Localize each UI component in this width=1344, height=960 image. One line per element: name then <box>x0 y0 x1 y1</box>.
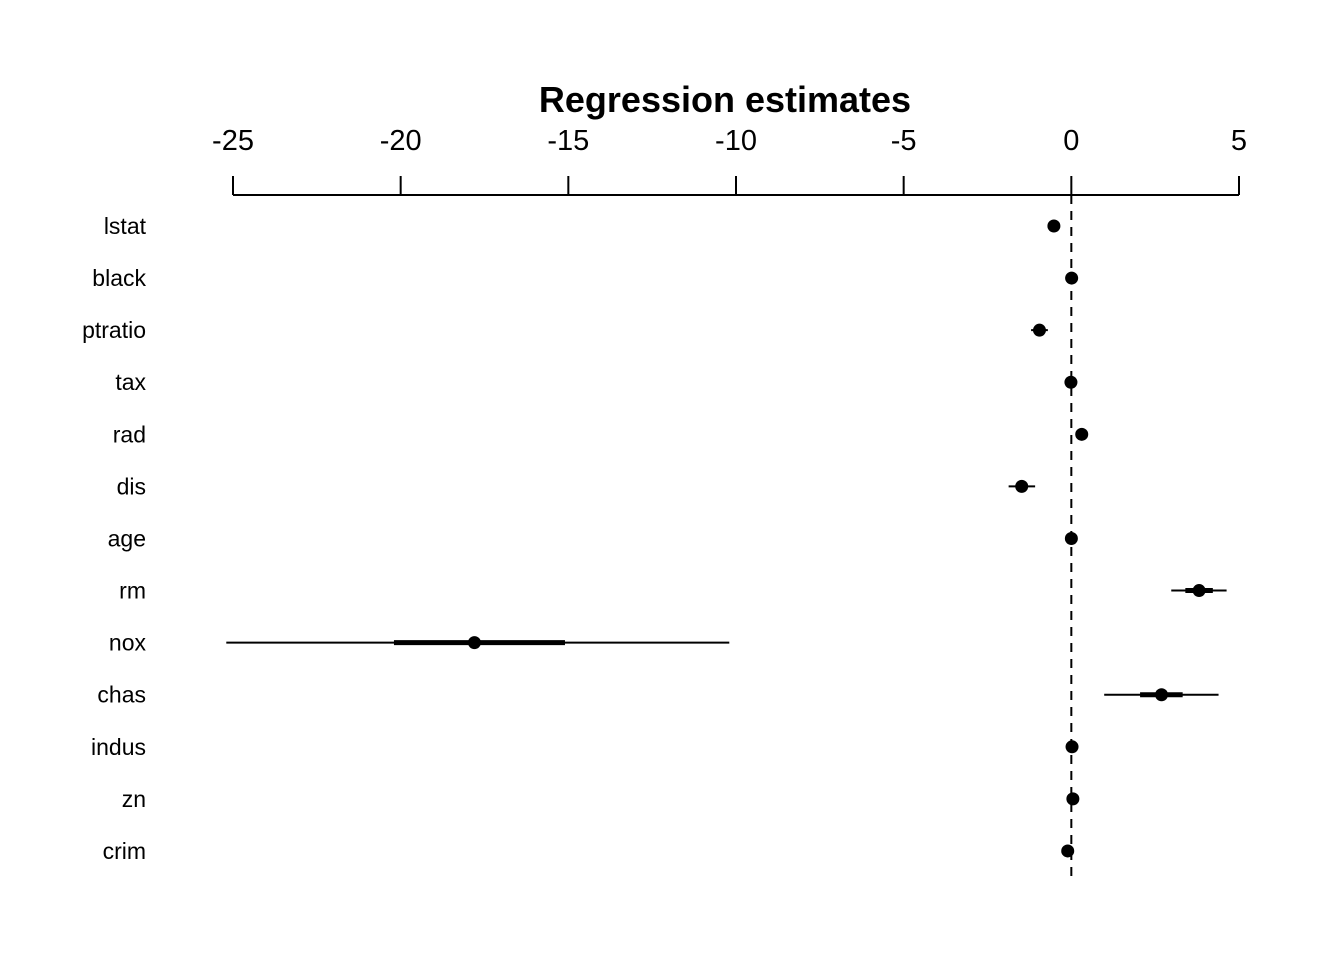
x-tick-label: -25 <box>212 125 254 157</box>
x-tick-label: -20 <box>380 125 422 157</box>
variable-label: nox <box>109 630 147 656</box>
coefficient-row-chas: chas <box>97 682 1219 708</box>
variable-label: rad <box>113 421 146 447</box>
estimate-point <box>1075 427 1089 441</box>
estimate-point <box>467 636 481 650</box>
estimate-point <box>1065 271 1079 285</box>
variable-label: age <box>108 525 146 551</box>
coefficient-rows: lstat black ptratio tax rad dis age rm nox chas in… <box>82 213 1227 864</box>
variable-label: lstat <box>104 213 147 239</box>
variable-label: dis <box>117 473 146 499</box>
coefficient-row-rad: rad <box>113 421 1089 447</box>
estimate-point <box>1064 375 1078 389</box>
variable-label: black <box>92 265 146 291</box>
variable-label: zn <box>122 786 146 812</box>
coefficient-row-indus: indus <box>91 734 1079 760</box>
coefficient-row-lstat: lstat <box>104 213 1061 239</box>
variable-label: rm <box>119 578 146 604</box>
coefficient-row-zn: zn <box>122 786 1080 812</box>
estimate-point <box>1015 479 1029 493</box>
variable-label: ptratio <box>82 317 146 343</box>
coefficient-row-nox: nox <box>109 630 730 656</box>
estimate-point <box>1064 531 1078 545</box>
x-tick-label: 5 <box>1231 125 1247 157</box>
coefficient-row-age: age <box>108 525 1078 551</box>
estimate-point <box>1192 584 1206 598</box>
estimate-point <box>1047 219 1061 233</box>
coefficient-row-dis: dis <box>117 473 1036 499</box>
x-tick-label: -10 <box>715 125 757 157</box>
coefficient-row-ptratio: ptratio <box>82 317 1048 343</box>
x-axis-top: -25 -20 -15 -10 -5 0 5 <box>212 125 1247 196</box>
coefficient-row-tax: tax <box>115 369 1078 395</box>
x-tick-label: -5 <box>891 125 917 157</box>
coefficient-row-rm: rm <box>119 578 1227 604</box>
estimate-point <box>1061 844 1075 858</box>
estimate-point <box>1155 688 1169 702</box>
x-tick-label: -15 <box>547 125 589 157</box>
estimate-point <box>1066 792 1080 806</box>
variable-label: indus <box>91 734 146 760</box>
coefficient-row-black: black <box>92 265 1079 291</box>
variable-label: crim <box>103 838 146 864</box>
coefficient-row-crim: crim <box>103 838 1075 864</box>
variable-label: chas <box>97 682 146 708</box>
estimate-point <box>1065 740 1079 754</box>
x-tick-label: 0 <box>1063 125 1079 157</box>
estimate-point <box>1032 323 1046 337</box>
chart-title: Regression estimates <box>539 79 911 120</box>
variable-label: tax <box>115 369 146 395</box>
